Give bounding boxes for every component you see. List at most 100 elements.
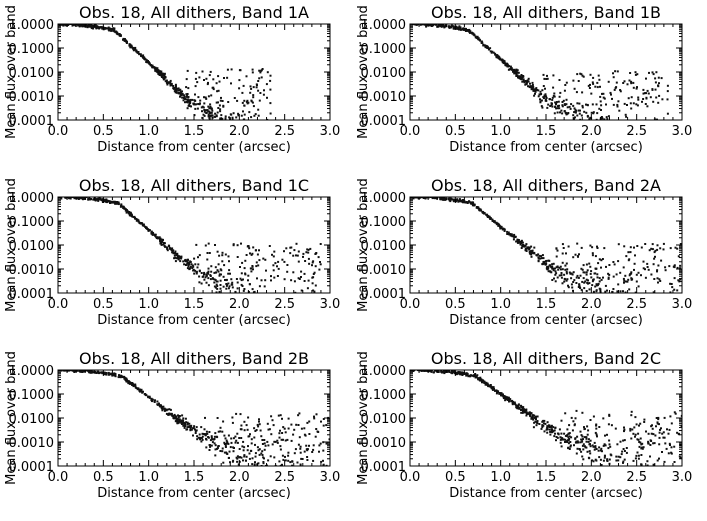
scatter-point — [579, 430, 582, 433]
scatter-point — [623, 428, 626, 431]
scatter-point — [450, 370, 453, 373]
scatter-point — [582, 277, 585, 280]
y-tick-label: 0.0100 — [361, 412, 407, 427]
scatter-point — [579, 287, 582, 289]
scatter-point — [554, 267, 556, 270]
scatter-point — [182, 417, 185, 420]
scatter-point — [188, 426, 190, 428]
scatter-point — [634, 416, 637, 419]
scatter-point — [259, 71, 262, 74]
scatter-point — [171, 247, 174, 250]
scatter-point — [615, 459, 618, 462]
scatter-point — [293, 452, 296, 455]
scatter-point — [560, 432, 563, 435]
scatter-point — [243, 104, 246, 107]
scatter-point — [567, 245, 570, 248]
scatter-point — [314, 435, 317, 438]
scatter-point — [595, 424, 598, 427]
y-tick-label: 0.0010 — [9, 263, 55, 278]
scatter-point — [657, 76, 660, 79]
scatter-point — [523, 244, 526, 247]
scatter-point — [216, 417, 219, 419]
scatter-point — [79, 197, 82, 199]
scatter-point — [469, 201, 472, 204]
scatter-point — [201, 435, 204, 438]
scatter-point — [138, 53, 141, 56]
scatter-point — [216, 111, 219, 114]
x-tick-label: 0.0 — [400, 124, 421, 139]
scatter-point — [673, 461, 676, 463]
scatter-point — [520, 247, 523, 249]
scatter-point — [466, 372, 469, 375]
scatter-point — [188, 263, 191, 266]
scatter-point — [305, 251, 308, 254]
scatter-point — [213, 271, 216, 274]
scatter-point — [225, 452, 228, 455]
scatter-point — [268, 428, 271, 431]
scatter-point — [119, 376, 122, 379]
scatter-point — [442, 24, 445, 27]
scatter-point — [256, 423, 259, 426]
scatter-point — [125, 380, 128, 383]
scatter-point — [425, 25, 428, 28]
scatter-point — [174, 83, 177, 86]
scatter-point — [622, 448, 625, 450]
scatter-point — [299, 447, 302, 450]
scatter-point — [591, 103, 594, 106]
scatter-point — [211, 114, 214, 117]
scatter-point — [245, 100, 248, 103]
scatter-point — [494, 221, 497, 224]
scatter-point — [499, 57, 502, 60]
scatter-point — [194, 85, 197, 88]
scatter-point — [194, 432, 197, 434]
scatter-point — [98, 371, 101, 374]
scatter-point — [617, 459, 620, 462]
scatter-point — [182, 260, 185, 263]
scatter-point — [258, 420, 260, 423]
scatter-point — [622, 277, 625, 280]
scatter-point — [218, 254, 221, 257]
scatter-point — [178, 419, 181, 422]
scatter-point — [585, 290, 588, 292]
scatter-point — [429, 24, 432, 27]
scatter-point — [589, 265, 592, 268]
scatter-point — [95, 198, 98, 201]
panel-4: Obs. 18, All dithers, Band 2A0.0 0.5 1.0 1.… — [356, 176, 692, 328]
scatter-point — [96, 25, 99, 28]
scatter-point — [520, 409, 522, 411]
scatter-point — [574, 116, 576, 119]
scatter-point — [537, 253, 540, 256]
scatter-point — [257, 462, 260, 465]
scatter-point — [598, 78, 601, 81]
scatter-point — [664, 269, 667, 272]
scatter-point — [309, 247, 312, 250]
scatter-point — [441, 197, 444, 200]
scatter-point — [545, 428, 548, 431]
scatter-point — [594, 431, 597, 434]
scatter-point — [553, 277, 555, 280]
scatter-point — [258, 69, 261, 72]
scatter-point — [222, 420, 225, 423]
scatter-point — [597, 74, 600, 77]
scatter-point — [233, 447, 235, 449]
scatter-point — [592, 460, 595, 463]
scatter-point — [589, 244, 592, 247]
scatter-point — [81, 25, 84, 28]
scatter-point — [198, 433, 201, 436]
scatter-point — [603, 247, 606, 250]
scatter-point — [318, 450, 320, 453]
scatter-point — [203, 114, 206, 117]
scatter-point — [231, 421, 234, 424]
scatter-point — [307, 257, 310, 260]
scatter-point — [546, 431, 549, 434]
scatter-point — [625, 447, 628, 449]
scatter-point — [564, 438, 567, 441]
scatter-point — [194, 93, 196, 96]
scatter-point — [255, 261, 258, 264]
scatter-point — [238, 87, 241, 90]
scatter-point — [589, 443, 591, 446]
scatter-point — [199, 438, 202, 441]
scatter-point — [613, 263, 616, 266]
scatter-point — [247, 445, 249, 448]
scatter-point — [594, 446, 597, 449]
